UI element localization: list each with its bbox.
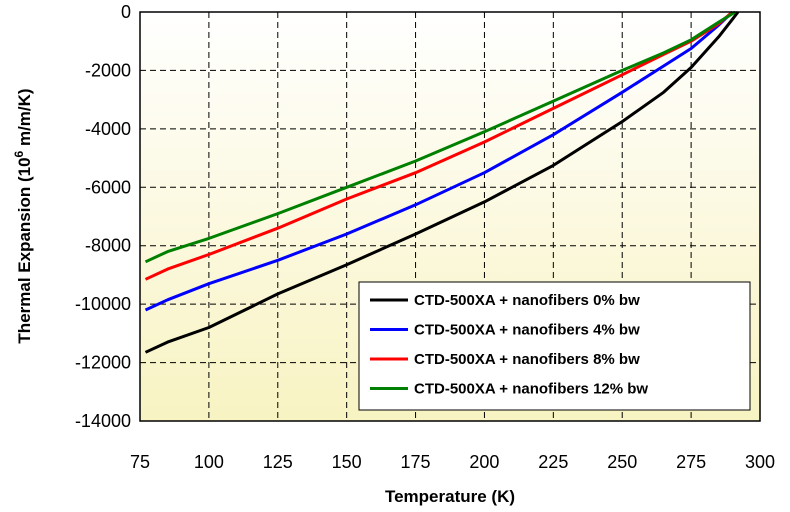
y-tick-label: -8000 — [85, 236, 131, 256]
x-tick-label: 275 — [676, 452, 706, 472]
y-tick-label: -10000 — [75, 294, 131, 314]
x-tick-label: 150 — [332, 452, 362, 472]
x-tick-label: 250 — [607, 452, 637, 472]
plot-border — [139, 11, 761, 422]
y-tick-label: -4000 — [85, 119, 131, 139]
y-tick-label: -6000 — [85, 177, 131, 197]
tick-labels: 75 100 125 150 175 200 225 250 275 300 0 -2000 -4000… — [75, 2, 775, 472]
y-axis-title-unit: m/m/K) — [15, 88, 34, 150]
x-tick-label: 100 — [194, 452, 224, 472]
legend-label-2: CTD-500XA + nanofibers 8% bw — [414, 351, 640, 368]
x-tick-label: 200 — [469, 452, 499, 472]
y-tick-label: -12000 — [75, 353, 131, 373]
x-tick-label: 225 — [538, 452, 568, 472]
y-axis-title-exponent: 6 — [12, 150, 26, 157]
legend-label-1: CTD-500XA + nanofibers 4% bw — [414, 322, 640, 339]
legend-box — [358, 281, 751, 411]
y-axis-title: Thermal Expansion (106 m/m/K) — [12, 88, 34, 343]
series-line-3 — [144, 10, 736, 264]
y-axis-title-main: Thermal Expansion (10 — [15, 157, 34, 343]
x-axis-title: Temperature (K) — [385, 487, 515, 506]
legend-label-0: CTD-500XA + nanofibers 0% bw — [414, 292, 640, 309]
legend-label-3: CTD-500XA + nanofibers 12% bw — [414, 381, 648, 398]
legend: CTD-500XA + nanofibers 0% bw CTD-500XA + … — [358, 281, 751, 411]
y-tick-label: -2000 — [85, 60, 131, 80]
y-tick-label: 0 — [121, 2, 131, 22]
x-tick-label: 175 — [401, 452, 431, 472]
series-lines — [144, 10, 740, 354]
series-line-1 — [144, 10, 734, 312]
x-tick-label: 75 — [130, 452, 150, 472]
series-line-0 — [144, 11, 740, 354]
x-tick-label: 125 — [263, 452, 293, 472]
y-tick-label: -14000 — [75, 411, 131, 431]
x-tick-label: 300 — [745, 452, 775, 472]
